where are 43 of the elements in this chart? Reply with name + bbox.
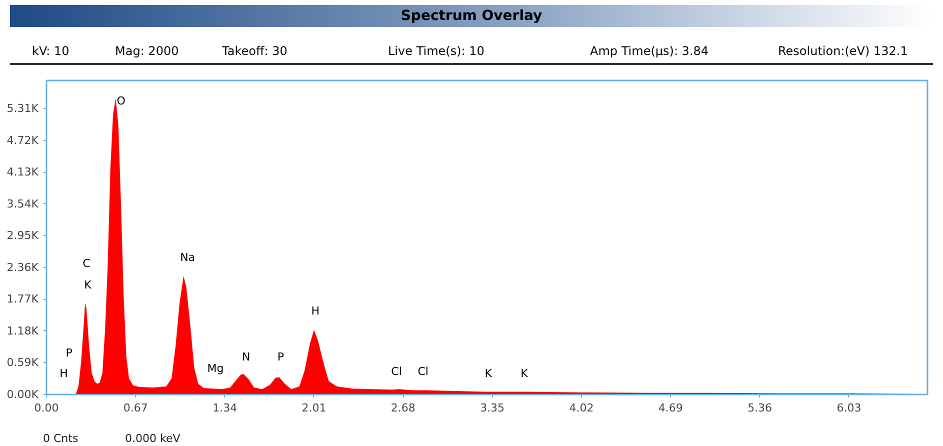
annotation: H	[311, 304, 320, 318]
annotation: K	[84, 278, 92, 292]
x-tick-label: 0.67	[123, 402, 148, 414]
text: 0.000 keV	[125, 431, 180, 446]
y-tick-label: 4.13K	[6, 166, 40, 179]
y-tick-label: 5.31K	[6, 102, 40, 116]
y-tick-label: 2.95K	[6, 229, 40, 242]
annotation: C	[82, 257, 91, 270]
annotation: Na	[180, 251, 196, 264]
x-tick-label: 3.35	[480, 402, 505, 414]
text: Takeoff: 30	[222, 43, 288, 60]
annotation: H	[60, 366, 68, 380]
x-tick-label: 2.01	[302, 402, 326, 414]
x-tick-label: 1.34	[212, 402, 238, 414]
y-tick-label: 0.59K	[6, 356, 40, 370]
annotation: K	[484, 366, 493, 380]
y-tick-label: 1.77K	[6, 292, 40, 306]
x-tick-label: 2.68	[390, 402, 416, 414]
y-tick-label: 3.54K	[6, 197, 40, 210]
x-tick-label: 4.02	[569, 402, 594, 414]
text: Live Time(s): 10	[388, 43, 484, 60]
x-tick-label: 0.00	[34, 402, 59, 414]
annotation: K	[520, 366, 529, 380]
chart-title: Spectrum Overlay	[400, 7, 542, 26]
annotation: P	[277, 350, 284, 364]
annotation: Cl	[391, 364, 402, 378]
text: Amp Time(μs): 3.84	[590, 43, 709, 60]
y-tick-label: 4.72K	[6, 134, 40, 147]
y-tick-label: 2.36K	[6, 260, 40, 274]
x-tick-label: 5.36	[748, 402, 772, 414]
text: kV: 10	[32, 43, 70, 60]
text: Resolution:(eV) 132.1	[778, 43, 908, 60]
text: 0 Cnts	[43, 431, 78, 446]
annotation: O	[116, 94, 126, 108]
annotation: N	[242, 350, 250, 364]
x-tick-label: 4.69	[658, 402, 683, 414]
annotation: Cl	[418, 364, 428, 378]
annotation: P	[66, 346, 73, 360]
x-tick-label: 6.03	[836, 402, 862, 414]
y-tick-label: 0.00K	[6, 388, 40, 401]
annotation: Mg	[207, 362, 224, 376]
y-tick-label: 1.18K	[6, 324, 40, 338]
text: Mag: 2000	[115, 43, 179, 60]
